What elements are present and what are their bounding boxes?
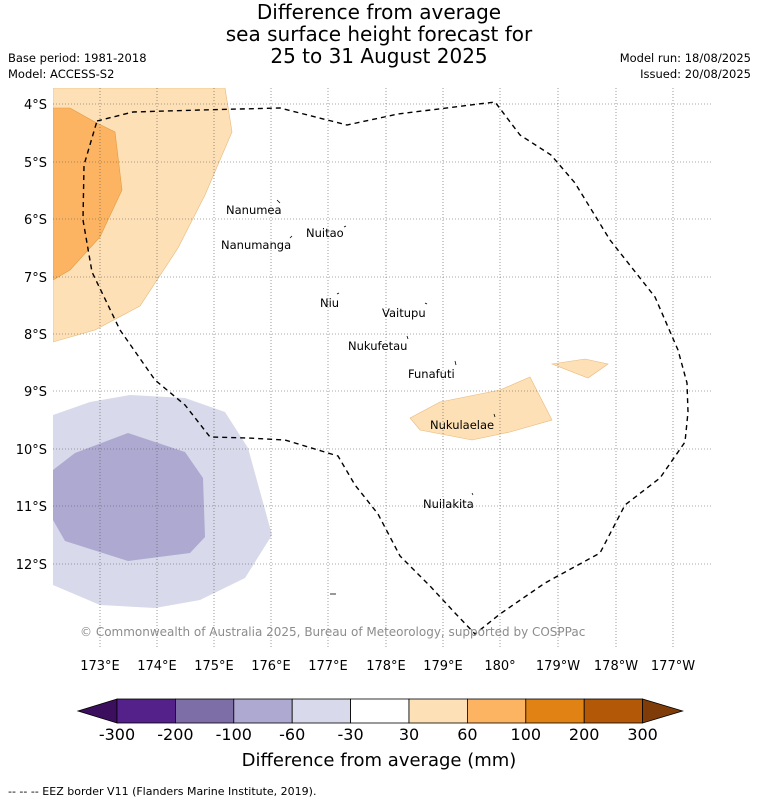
colorbar-segment [583, 698, 644, 724]
copyright-notice: © Commonwealth of Australia 2025, Bureau… [80, 625, 585, 639]
anomaly-fields [53, 88, 609, 608]
island-nuilakita [471, 492, 474, 496]
lat-label: 10°S [16, 443, 47, 458]
colorbar-segment [408, 698, 468, 724]
colorbar-tick-label: -300 [98, 725, 136, 744]
lat-label: 12°S [16, 558, 47, 573]
place-label: Nukufetau [348, 339, 407, 353]
meta-right: Model run: 18/08/2025 Issued: 20/08/2025 [620, 50, 751, 82]
lat-label: 5°S [24, 156, 47, 171]
island-nanumea [276, 199, 281, 204]
model-run: Model run: 18/08/2025 [619, 51, 751, 65]
graticule [53, 88, 713, 648]
lon-label: 174°E [137, 659, 177, 674]
colorbar-tick-label: 300 [627, 725, 658, 744]
lat-label: 4°S [24, 98, 47, 113]
island-nuitao [343, 225, 347, 228]
colorbar-tick-label: 100 [510, 725, 542, 744]
lat-label: 7°S [24, 271, 47, 286]
lon-label: 178°E [366, 659, 406, 674]
colorbar [76, 698, 684, 724]
issued-date: Issued: 20/08/2025 [640, 67, 751, 81]
colorbar-extend-low [76, 698, 118, 724]
model-name: Model: ACCESS-S2 [8, 67, 115, 81]
lon-label: 178°W [594, 659, 638, 674]
island-funafuti [454, 360, 457, 366]
lat-label: 6°S [24, 213, 47, 228]
colorbar-segment [233, 698, 293, 724]
lat-label: 8°S [24, 328, 47, 343]
lon-label: 177°W [651, 659, 695, 674]
eez-border [82, 101, 689, 635]
anomaly-30-60-east [550, 358, 609, 379]
lon-label: 179°E [423, 659, 463, 674]
colorbar-tick-label: -30 [337, 725, 364, 744]
lat-label: 11°S [16, 500, 47, 515]
lon-label: 177°E [308, 659, 348, 674]
colorbar-tick-label: 200 [568, 725, 600, 744]
place-label: Funafuti [408, 367, 455, 381]
colorbar-tick-label: 60 [457, 725, 478, 744]
island-vaitupu [424, 302, 428, 305]
colorbar-segment [350, 698, 410, 724]
place-label: Nuilakita [423, 497, 474, 511]
place-label: Nanumea [226, 203, 282, 217]
anomaly-60-100-northwest [53, 107, 123, 281]
title-line-2: sea surface height forecast for [225, 22, 533, 46]
lon-label: 175°E [194, 659, 234, 674]
place-label: Vaitupu [382, 306, 426, 320]
colorbar-segment [466, 698, 527, 724]
colorbar-extend-high [642, 698, 684, 724]
island-nukufetau [406, 335, 409, 340]
chart-title: Difference from average sea surface heig… [0, 1, 758, 67]
anomaly-30-60-nukulaelae [409, 376, 553, 441]
base-period: Base period: 1981-2018 [8, 51, 147, 65]
latitude-labels: 4°S 5°S 6°S 7°S 8°S 9°S 10°S 11°S 12°S [16, 98, 47, 573]
colorbar-tick-label: 30 [398, 725, 420, 744]
place-labels: Nanumea Nuitao Nanumanga Niu Vaitupu Nukufeta… [221, 203, 494, 511]
meta-left: Base period: 1981-2018 Model: ACCESS-S2 [8, 50, 147, 82]
lat-label: 9°S [24, 385, 47, 400]
lon-label: 179°W [536, 659, 580, 674]
colorbar-segment [525, 698, 585, 724]
colorbar-segment [116, 698, 176, 724]
lon-label: 176°E [251, 659, 291, 674]
lon-label: 180° [484, 659, 515, 674]
place-label: Niu [320, 296, 339, 310]
island-niu [336, 292, 340, 295]
title-line-3: 25 to 31 August 2025 [270, 44, 488, 68]
island-nanumanga [289, 235, 293, 239]
colorbar-tick-label: -200 [157, 725, 194, 744]
place-label: Nukulaelae [430, 418, 494, 432]
colorbar-segment [291, 698, 352, 724]
colorbar-tick-label: -60 [279, 725, 306, 744]
anomaly-minus100-minus60-southwest [53, 433, 205, 561]
longitude-labels: 173°E 174°E 175°E 176°E 177°E 178°E 179°E 180° 1… [80, 659, 695, 674]
place-label: Nanumanga [221, 238, 291, 252]
island-markers [276, 199, 496, 595]
eez-legend-note: -- -- -- EEZ border V11 (Flanders Marine… [8, 785, 317, 798]
lon-label: 173°E [80, 659, 120, 674]
island-nukulaelae [493, 413, 496, 418]
colorbar-tick-label: -100 [215, 725, 252, 744]
colorbar-segment [174, 698, 235, 724]
title-line-1: Difference from average [256, 0, 502, 24]
colorbar-title: Difference from average (mm) [241, 750, 517, 771]
place-label: Nuitao [306, 226, 344, 240]
